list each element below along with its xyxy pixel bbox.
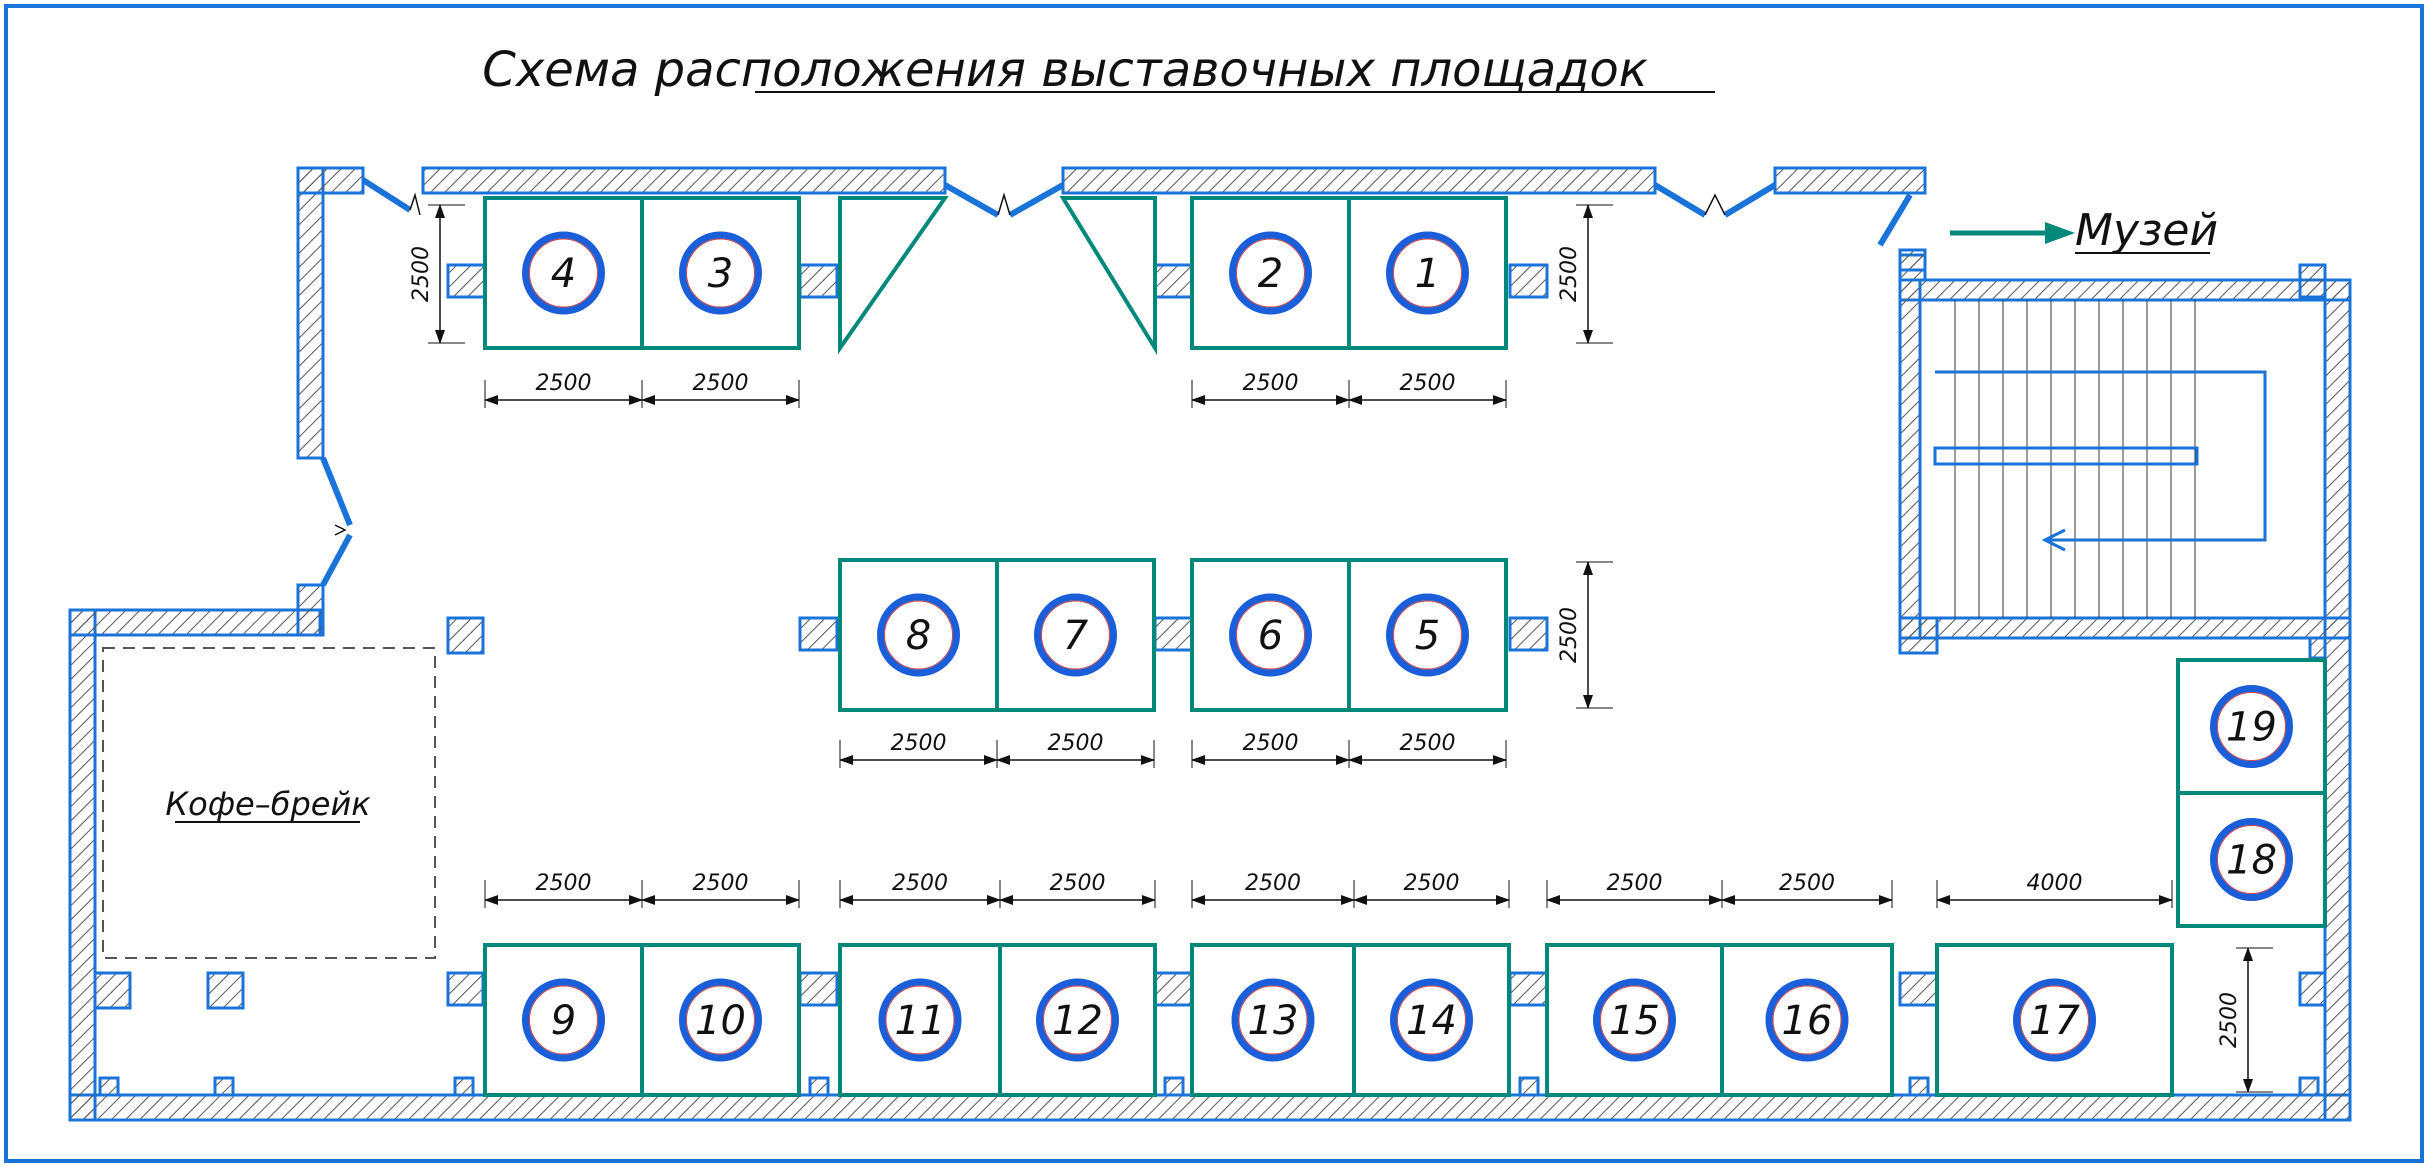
coffee-break-label: Кофе–брейк (165, 785, 371, 823)
museum-label: Музей (2075, 205, 2218, 256)
dimension-horizontal: 2500 (1546, 871, 1723, 908)
booth-number: 12 (1052, 998, 1103, 1044)
booth-6: 6 (1190, 558, 1351, 712)
dimension-label: 2500 (693, 871, 749, 896)
dimension-horizontal: 2500 (1191, 731, 1350, 768)
dimension-label: 2500 (892, 871, 948, 896)
booth-2: 2 (1190, 196, 1351, 350)
building-walls (68, 166, 2352, 1122)
dimension-horizontal: 2500 (484, 871, 643, 908)
dimension-label: 2500 (1048, 731, 1104, 756)
booth-12: 12 (998, 943, 1157, 1097)
booth-number: 17 (2029, 998, 2080, 1044)
booth-9: 9 (483, 943, 644, 1097)
booth-number: 10 (695, 998, 746, 1044)
booth-number: 1 (1415, 251, 1440, 297)
booth-number: 11 (895, 998, 946, 1044)
dimension-horizontal: 2500 (1191, 871, 1355, 908)
booth-number: 6 (1258, 613, 1283, 659)
staircase (1933, 300, 2267, 618)
dimension-vertical: 2500 (409, 204, 465, 344)
dimension-label: 2500 (1243, 731, 1299, 756)
dimension-horizontal: 2500 (1353, 871, 1510, 908)
dimension-horizontal: 2500 (839, 871, 1001, 908)
dimension-label: 2500 (1243, 371, 1299, 396)
drawing-frame (4, 4, 2424, 1163)
booth-17: 17 (1935, 943, 2174, 1097)
booth-8: 8 (838, 558, 999, 712)
booth-number: 9 (551, 998, 576, 1044)
dimension-label: 2500 (1404, 871, 1460, 896)
booth-13: 13 (1190, 943, 1356, 1097)
dimension-label: 2500 (1557, 246, 1582, 302)
booth-number: 19 (2226, 705, 2277, 751)
dimension-horizontal: 2500 (839, 731, 998, 768)
dimension-horizontal: 2500 (1191, 371, 1350, 408)
dimension-label: 2500 (1400, 371, 1456, 396)
dimension-horizontal: 2500 (996, 731, 1155, 768)
booth-number: 8 (906, 613, 931, 659)
booth-15: 15 (1545, 943, 1724, 1097)
booth-number: 4 (551, 251, 576, 297)
dimension-label: 2500 (693, 371, 749, 396)
booth-number: 5 (1415, 613, 1440, 659)
dimension-label: 2500 (409, 246, 434, 302)
booth-19: 19 (2176, 658, 2327, 795)
pillars (93, 248, 2327, 1097)
booth-14: 14 (1352, 943, 1511, 1097)
dimension-vertical: 2500 (1557, 561, 1613, 709)
door-leaves (320, 177, 1913, 587)
dimension-label: 4000 (2027, 871, 2083, 896)
dimension-horizontal: 2500 (641, 371, 800, 408)
dimension-horizontal: 2500 (1348, 731, 1507, 768)
dimension-label: 2500 (1245, 871, 1301, 896)
plan-title-text: Схема расположения выставочных площадок (482, 42, 1647, 98)
dimension-label: 2500 (536, 371, 592, 396)
door-breaks (334, 192, 1726, 536)
dimension-horizontal: 4000 (1936, 871, 2173, 908)
dimension-horizontal: 2500 (484, 371, 643, 408)
booth-18: 18 (2176, 791, 2327, 928)
dimension-label: 2500 (1779, 871, 1835, 896)
booth-16: 16 (1720, 943, 1894, 1097)
booth-1: 1 (1347, 196, 1508, 350)
dimension-label: 2500 (536, 871, 592, 896)
dimension-label: 2500 (1050, 871, 1106, 896)
coffee-break-area: Кофе–брейк (102, 647, 436, 959)
dimension-vertical: 2500 (2217, 947, 2273, 1093)
dimension-vertical: 2500 (1557, 204, 1613, 344)
booth-3: 3 (640, 196, 801, 350)
dimension-label: 2500 (1607, 871, 1663, 896)
booth-number: 16 (1782, 998, 1833, 1044)
dimension-horizontal: 2500 (999, 871, 1156, 908)
booth-11: 11 (838, 943, 1002, 1097)
dimension-horizontal: 2500 (641, 871, 800, 908)
dimension-label: 2500 (891, 731, 947, 756)
dimension-label: 2500 (2217, 992, 2242, 1048)
dimension-horizontal: 2500 (1348, 371, 1507, 408)
booth-number: 7 (1063, 613, 1089, 659)
dimension-label: 2500 (1557, 607, 1582, 663)
museum-direction: Музей (1950, 205, 2218, 256)
dimension-lines: 2500 2500 2500 2500 2500 2500 2500 2500 2500 2500… (409, 204, 2273, 1093)
booth-4: 4 (483, 196, 644, 350)
booth-7: 7 (995, 558, 1156, 712)
booth-number: 2 (1258, 251, 1283, 297)
booth-number: 15 (1609, 998, 1660, 1044)
booth-number: 14 (1406, 998, 1457, 1044)
booth-number: 3 (708, 251, 733, 297)
booth-number: 13 (1248, 998, 1299, 1044)
booth-number: 18 (2226, 838, 2277, 884)
dimension-horizontal: 2500 (1721, 871, 1893, 908)
booth-5: 5 (1347, 558, 1508, 712)
dimension-label: 2500 (1400, 731, 1456, 756)
booth-10: 10 (640, 943, 801, 1097)
plan-title: Схема расположения выставочных площадок (482, 42, 1715, 98)
entrance-wedges (838, 196, 1157, 356)
